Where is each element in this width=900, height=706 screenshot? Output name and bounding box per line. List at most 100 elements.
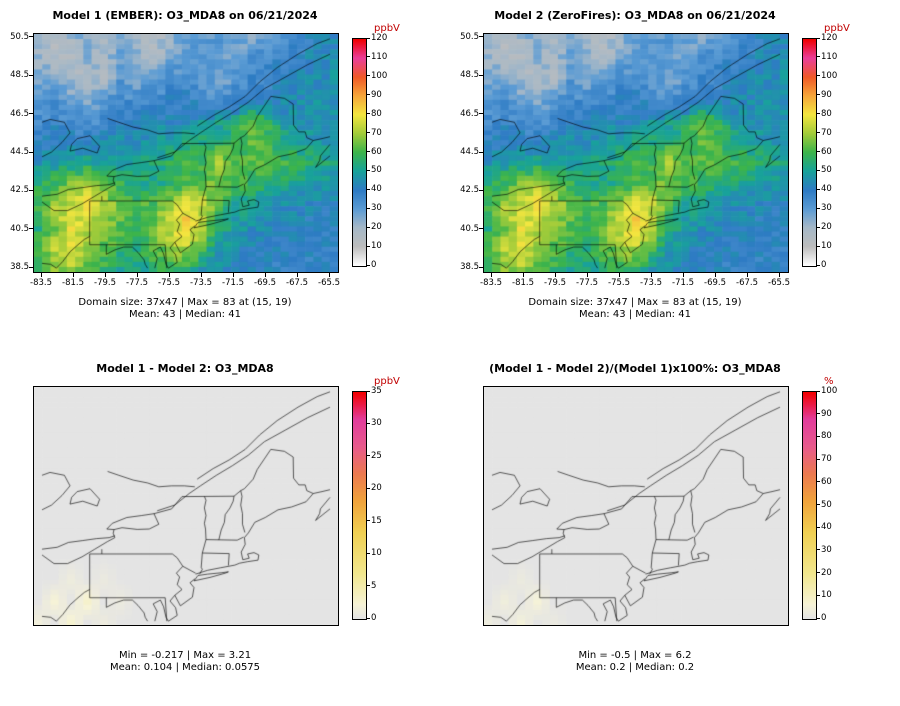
colorbar-tick-label: 90 — [821, 89, 832, 100]
colorbar-tick-label: 40 — [821, 522, 832, 533]
colorbar-tick-mark — [367, 617, 370, 619]
x-tick-mark — [72, 273, 74, 277]
colorbar-tick-label: 70 — [371, 127, 382, 138]
colorbar-tick-mark — [367, 113, 370, 115]
colorbar-tick-mark — [367, 37, 370, 39]
x-tick-mark — [490, 273, 492, 277]
colorbar-tick-label: 10 — [821, 241, 832, 252]
y-tick-mark — [29, 228, 33, 230]
x-tick-label: -77.5 — [126, 278, 148, 288]
colorbar-tick-mark — [817, 572, 820, 574]
panel-title: Model 1 - Model 2: O3_MDA8 — [96, 362, 274, 375]
colorbar-tick-mark — [817, 56, 820, 58]
colorbar-tick-mark — [367, 169, 370, 171]
colorbar-tick-mark — [817, 207, 820, 209]
colorbar-tick-mark — [367, 188, 370, 190]
colorbar-tick-label: 90 — [371, 89, 382, 100]
colorbar-tick-label: 20 — [821, 567, 832, 578]
y-tick-mark — [29, 151, 33, 153]
colorbar-tick-label: 30 — [371, 203, 382, 214]
colorbar-tick-label: 60 — [821, 476, 832, 487]
colorbar-tick-mark — [367, 422, 370, 424]
x-tick-label: -65.5 — [768, 278, 790, 288]
y-tick-label: 48.5 — [10, 70, 29, 81]
x-tick-label: -75.5 — [158, 278, 180, 288]
x-tick-mark — [328, 273, 330, 277]
x-tick-mark — [714, 273, 716, 277]
colorbar-tick-mark — [817, 526, 820, 528]
stats-line-1: Min = -0.217 | Max = 3.21 — [118, 650, 252, 661]
y-tick-label: 40.5 — [10, 223, 29, 234]
x-tick-label: -75.5 — [608, 278, 630, 288]
x-tick-label: -81.5 — [512, 278, 534, 288]
y-tick-mark — [479, 74, 483, 76]
colorbar-tick-mark — [367, 390, 370, 392]
colorbar-tick-mark — [367, 226, 370, 228]
y-tick-label: 50.5 — [10, 31, 29, 42]
y-tick-mark — [479, 228, 483, 230]
heatmap-canvas — [33, 33, 339, 273]
x-tick-label: -67.5 — [736, 278, 758, 288]
colorbar-tick-label: 80 — [371, 108, 382, 119]
colorbar-tick-mark — [367, 245, 370, 247]
x-tick-label: -71.5 — [672, 278, 694, 288]
colorbar-tick-mark — [817, 75, 820, 77]
y-tick-mark — [479, 189, 483, 191]
x-tick-mark — [296, 273, 298, 277]
y-tick-label: 48.5 — [460, 70, 479, 81]
colorbar — [352, 38, 367, 267]
colorbar-tick-label: 0 — [371, 260, 377, 270]
colorbar-unit-label: ppbV — [824, 23, 850, 34]
y-tick-mark — [29, 113, 33, 115]
colorbar-tick-mark — [817, 504, 820, 505]
x-tick-mark — [200, 273, 202, 277]
colorbar-tick-mark — [367, 455, 370, 457]
colorbar-tick-mark — [817, 481, 820, 483]
stats-line-1: Domain size: 37x47 | Max = 83 at (15, 19… — [78, 297, 292, 308]
y-tick-label: 44.5 — [10, 147, 29, 157]
colorbar-tick-label: 120 — [371, 33, 388, 43]
colorbar-tick-mark — [817, 458, 820, 460]
colorbar-tick-label: 80 — [821, 431, 832, 442]
y-tick-label: 38.5 — [10, 262, 29, 273]
colorbar-tick-mark — [817, 264, 820, 266]
x-tick-label: -79.5 — [544, 278, 566, 288]
colorbar-tick-label: 10 — [821, 590, 832, 601]
colorbar-tick-label: 100 — [821, 70, 838, 81]
colorbar-tick-label: 10 — [371, 241, 382, 252]
x-tick-mark — [232, 273, 234, 277]
x-tick-mark — [650, 273, 652, 277]
colorbar — [802, 38, 817, 267]
colorbar-tick-label: 60 — [371, 146, 382, 157]
colorbar-tick-label: 80 — [821, 108, 832, 119]
colorbar-tick-mark — [817, 594, 820, 596]
x-tick-label: -67.5 — [286, 278, 308, 288]
colorbar-tick-mark — [817, 37, 820, 39]
colorbar-tick-mark — [367, 207, 370, 209]
x-tick-label: -83.5 — [30, 278, 52, 288]
y-tick-mark — [29, 189, 33, 191]
colorbar-tick-label: 50 — [371, 165, 382, 176]
colorbar-tick-mark — [817, 151, 820, 152]
heatmap-canvas — [33, 386, 339, 626]
colorbar-tick-label: 5 — [371, 580, 377, 591]
colorbar-tick-label: 10 — [371, 548, 382, 559]
x-tick-mark — [618, 273, 620, 277]
x-tick-mark — [40, 273, 42, 277]
y-tick-mark — [29, 36, 33, 38]
colorbar-tick-mark — [367, 94, 370, 96]
colorbar-tick-mark — [367, 487, 370, 489]
colorbar-tick-label: 20 — [371, 222, 382, 233]
colorbar-tick-label: 0 — [821, 613, 827, 623]
colorbar-tick-label: 90 — [821, 408, 832, 419]
colorbar-tick-mark — [367, 552, 370, 554]
x-tick-label: -79.5 — [94, 278, 116, 288]
colorbar-tick-mark — [367, 75, 370, 77]
colorbar-tick-label: 30 — [371, 418, 382, 429]
stats-line-2: Mean: 43 | Median: 41 — [579, 309, 691, 320]
colorbar-tick-label: 100 — [821, 386, 838, 396]
x-tick-label: -77.5 — [576, 278, 598, 288]
x-tick-mark — [586, 273, 588, 277]
colorbar-tick-label: 30 — [821, 203, 832, 214]
x-tick-label: -65.5 — [318, 278, 340, 288]
